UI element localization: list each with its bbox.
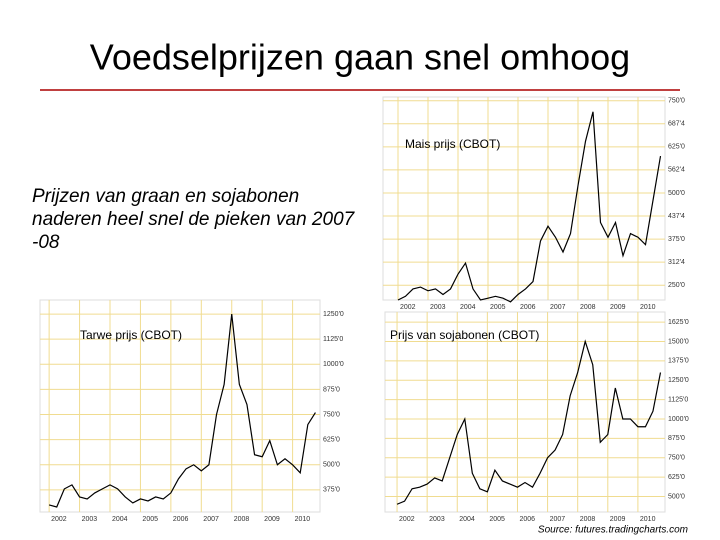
x-tick-label: 2010 bbox=[640, 516, 656, 523]
y-tick-label: 625'0 bbox=[668, 474, 685, 481]
chart-title: Mais prijs (CBOT) bbox=[405, 137, 500, 151]
x-tick-label: 2004 bbox=[112, 516, 128, 523]
x-tick-label: 2002 bbox=[400, 304, 416, 311]
price-line bbox=[48, 314, 316, 508]
x-tick-label: 2002 bbox=[51, 516, 67, 523]
y-tick-label: 687'4 bbox=[668, 121, 685, 128]
y-tick-label: 1625'0 bbox=[668, 319, 689, 326]
y-tick-label: 562'4 bbox=[668, 167, 685, 174]
y-tick-label: 437'4 bbox=[668, 213, 685, 220]
y-tick-label: 1250'0 bbox=[668, 377, 689, 384]
x-tick-label: 2007 bbox=[203, 516, 219, 523]
x-tick-label: 2009 bbox=[264, 516, 280, 523]
x-tick-label: 2010 bbox=[295, 516, 311, 523]
y-tick-label: 1125'0 bbox=[323, 336, 343, 343]
y-tick-label: 750'0 bbox=[323, 411, 340, 418]
x-tick-label: 2005 bbox=[142, 516, 158, 523]
x-tick-label: 2003 bbox=[430, 304, 446, 311]
x-tick-label: 2006 bbox=[520, 304, 536, 311]
y-tick-label: 1000'0 bbox=[323, 361, 344, 368]
y-tick-label: 375'0 bbox=[323, 487, 340, 494]
y-tick-label: 625'0 bbox=[323, 437, 340, 444]
chart-title: Tarwe prijs (CBOT) bbox=[80, 328, 182, 342]
source: Source: futures.tradingcharts.com bbox=[538, 525, 688, 536]
body-text: naderen heel snel de pieken van 2007 bbox=[32, 209, 356, 230]
y-tick-label: 375'0 bbox=[668, 236, 685, 243]
x-tick-label: 2008 bbox=[580, 304, 596, 311]
x-tick-label: 2005 bbox=[490, 304, 506, 311]
y-tick-label: 500'0 bbox=[323, 462, 340, 469]
y-tick-label: 500'0 bbox=[668, 190, 685, 197]
x-tick-label: 2010 bbox=[640, 304, 656, 311]
y-tick-label: 750'0 bbox=[668, 455, 685, 462]
y-tick-label: 750'0 bbox=[668, 98, 685, 105]
x-tick-label: 2009 bbox=[610, 304, 626, 311]
x-tick-label: 2007 bbox=[550, 516, 566, 523]
x-tick-label: 2008 bbox=[234, 516, 250, 523]
x-tick-label: 2008 bbox=[580, 516, 596, 523]
x-tick-label: 2003 bbox=[429, 516, 445, 523]
y-tick-label: 312'4 bbox=[668, 259, 685, 266]
y-tick-label: 1000'0 bbox=[668, 416, 689, 423]
x-tick-label: 2002 bbox=[399, 516, 415, 523]
price-line bbox=[396, 339, 662, 505]
x-tick-label: 2006 bbox=[173, 516, 189, 523]
body-text: -08 bbox=[32, 232, 60, 253]
y-tick-label: 875'0 bbox=[668, 435, 685, 442]
plot-area bbox=[384, 311, 666, 513]
x-tick-label: 2004 bbox=[459, 516, 475, 523]
y-tick-label: 1125'0 bbox=[668, 396, 688, 403]
chart-title: Prijs van sojabonen (CBOT) bbox=[390, 328, 539, 342]
plot-area bbox=[382, 96, 666, 301]
x-tick-label: 2004 bbox=[460, 304, 476, 311]
y-tick-label: 1250'0 bbox=[323, 311, 344, 318]
y-tick-label: 1500'0 bbox=[668, 338, 689, 345]
y-tick-label: 625'0 bbox=[668, 144, 685, 151]
x-tick-label: 2007 bbox=[550, 304, 566, 311]
y-tick-label: 875'0 bbox=[323, 386, 340, 393]
x-tick-label: 2006 bbox=[519, 516, 535, 523]
x-tick-label: 2009 bbox=[610, 516, 626, 523]
price-line bbox=[397, 111, 662, 303]
body-text: Prijzen van graan en sojabonen bbox=[32, 186, 299, 207]
y-tick-label: 1375'0 bbox=[668, 358, 689, 365]
y-tick-label: 250'0 bbox=[668, 282, 685, 289]
y-tick-label: 500'0 bbox=[668, 493, 685, 500]
x-tick-label: 2005 bbox=[489, 516, 505, 523]
x-tick-label: 2003 bbox=[82, 516, 98, 523]
slide-title: Voedselprijzen gaan snel omhoog bbox=[90, 37, 630, 78]
